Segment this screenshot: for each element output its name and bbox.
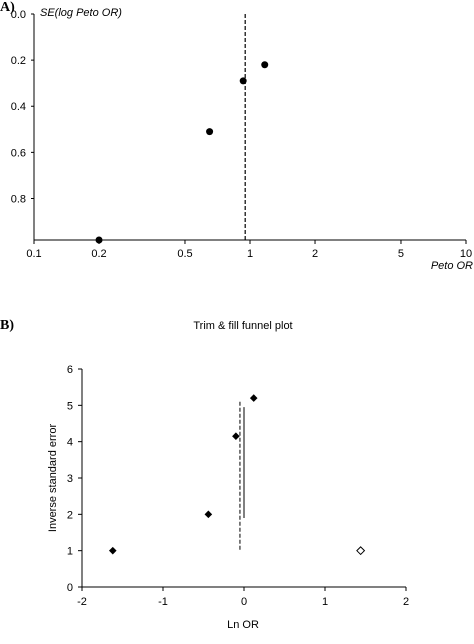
plot-b-y-tick-label: 0	[67, 582, 73, 594]
plot-b-x-tick-label: 2	[403, 596, 409, 608]
plot-b-y-tick-label: 5	[67, 400, 73, 412]
plot-a-x-tick-label: 0.1	[26, 248, 41, 260]
plot-a-point	[95, 236, 103, 244]
plot-b-x-tick-label: 0	[241, 596, 247, 608]
plot-a-points	[95, 61, 269, 244]
plot-b-x-tick-label: 1	[322, 596, 328, 608]
plot-a-x-tick-label: 2	[312, 248, 318, 260]
plot-b-title: Trim & fill funnel plot	[193, 320, 292, 332]
plot-b-observed-point	[108, 546, 117, 555]
plot-a-axes: 0.0 0.2 0.4 0.6 0.8 0.1 0.2 0.5 1 2 5 10	[11, 9, 472, 260]
plot-a-y-tick-label: 0.6	[11, 147, 26, 159]
plot-b-reference-lines	[239, 401, 245, 551]
plot-a-x-tick-label: 5	[398, 248, 404, 260]
plot-a-x-tick-label: 10	[460, 248, 472, 260]
plot-b-ylabel: Inverse standard error	[47, 424, 59, 533]
plot-a-point	[206, 128, 214, 136]
plot-b-observed-point	[232, 432, 240, 441]
panel-a-label: A)	[0, 0, 15, 15]
plot-a-x-tick-label: 0.5	[177, 248, 192, 260]
plot-a-y-tick-label: 0.8	[11, 193, 26, 205]
plot-a-xlabel: Peto OR	[431, 260, 473, 272]
plot-b-x-tick-label: -1	[158, 596, 168, 608]
plot-b-points	[108, 394, 366, 556]
plot-b-xlabel: Ln OR	[227, 619, 259, 631]
plot-a-point	[239, 77, 247, 85]
plot-b-observed-point	[249, 394, 258, 402]
panel-b-label: B)	[0, 318, 14, 333]
plot-a-x-tick-label: 1	[247, 248, 253, 260]
plot-a-y-tick-label: 0.0	[11, 9, 26, 21]
plot-b-y-tick-label: 6	[67, 364, 73, 376]
plot-a-point	[261, 61, 269, 69]
plot-b-y-tick-label: 4	[67, 437, 73, 449]
plot-b-observed-point	[204, 510, 213, 519]
plot-a-x-tick-label: 0.2	[91, 248, 106, 260]
plot-b-y-tick-label: 1	[67, 546, 73, 558]
plot-a-ylabel: SE(log Peto OR)	[40, 7, 122, 19]
plot-b-axes: 0 1 2 3 4 5 6 -2 -1 0 1 2	[67, 364, 409, 608]
plot-b-imputed-point	[356, 546, 366, 556]
plot-a-y-tick-label: 0.4	[11, 101, 26, 113]
plot-b-y-tick-label: 3	[67, 473, 73, 485]
plot-b-y-tick-label: 2	[67, 509, 73, 521]
plot-a-y-tick-label: 0.2	[11, 55, 26, 67]
plot-b-x-tick-label: -2	[77, 596, 87, 608]
funnel-plot-a: 0.0 0.2 0.4 0.6 0.8 0.1 0.2 0.5 1 2 5 10 SE(log Pet…	[11, 7, 473, 272]
